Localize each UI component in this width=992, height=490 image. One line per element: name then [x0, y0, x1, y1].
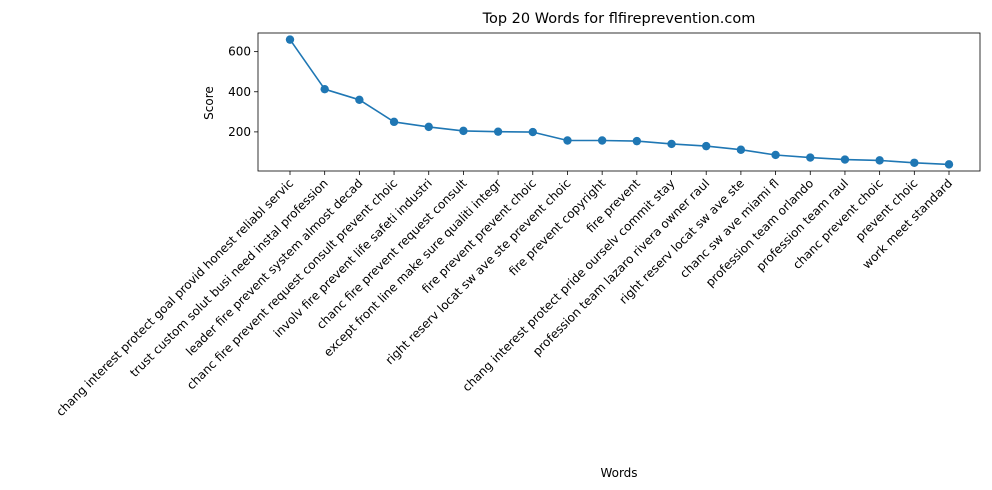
plot-area: 200 400 600 chang interest protect goal pro…: [53, 32, 981, 419]
data-point-7: [528, 127, 537, 137]
data-point-11: [667, 139, 676, 149]
data-point-8: [563, 136, 572, 145]
data-point-14: [771, 150, 780, 160]
data-point-5: [459, 126, 468, 136]
data-point-4: [424, 122, 433, 132]
x-axis-label: Words: [600, 466, 637, 480]
data-point-0: [285, 35, 295, 44]
data-point-1: [320, 84, 329, 94]
data-point-2: [355, 95, 364, 104]
data-point-17: [875, 156, 884, 165]
y-tick-label-0: 200: [228, 125, 251, 139]
y-tick-label-1: 400: [228, 85, 251, 99]
data-point-3: [389, 117, 399, 127]
data-point-15: [806, 153, 815, 162]
series-line: [289, 39, 950, 166]
x-tick-label-0: chang interest protect goal provid hones…: [53, 176, 296, 419]
chart-title: Top 20 Words for flfireprevention.com: [482, 11, 756, 27]
data-point-6: [493, 127, 503, 136]
data-point-10: [632, 136, 642, 146]
y-tick-label-2: 600: [228, 45, 251, 59]
data-point-18: [910, 158, 919, 167]
data-point-16: [840, 155, 850, 164]
data-point-9: [597, 136, 607, 145]
data-point-12: [702, 141, 711, 151]
plot-frame: [257, 32, 981, 172]
y-axis-label: Score: [202, 86, 216, 120]
data-point-19: [944, 160, 954, 169]
data-point-13: [736, 145, 746, 154]
